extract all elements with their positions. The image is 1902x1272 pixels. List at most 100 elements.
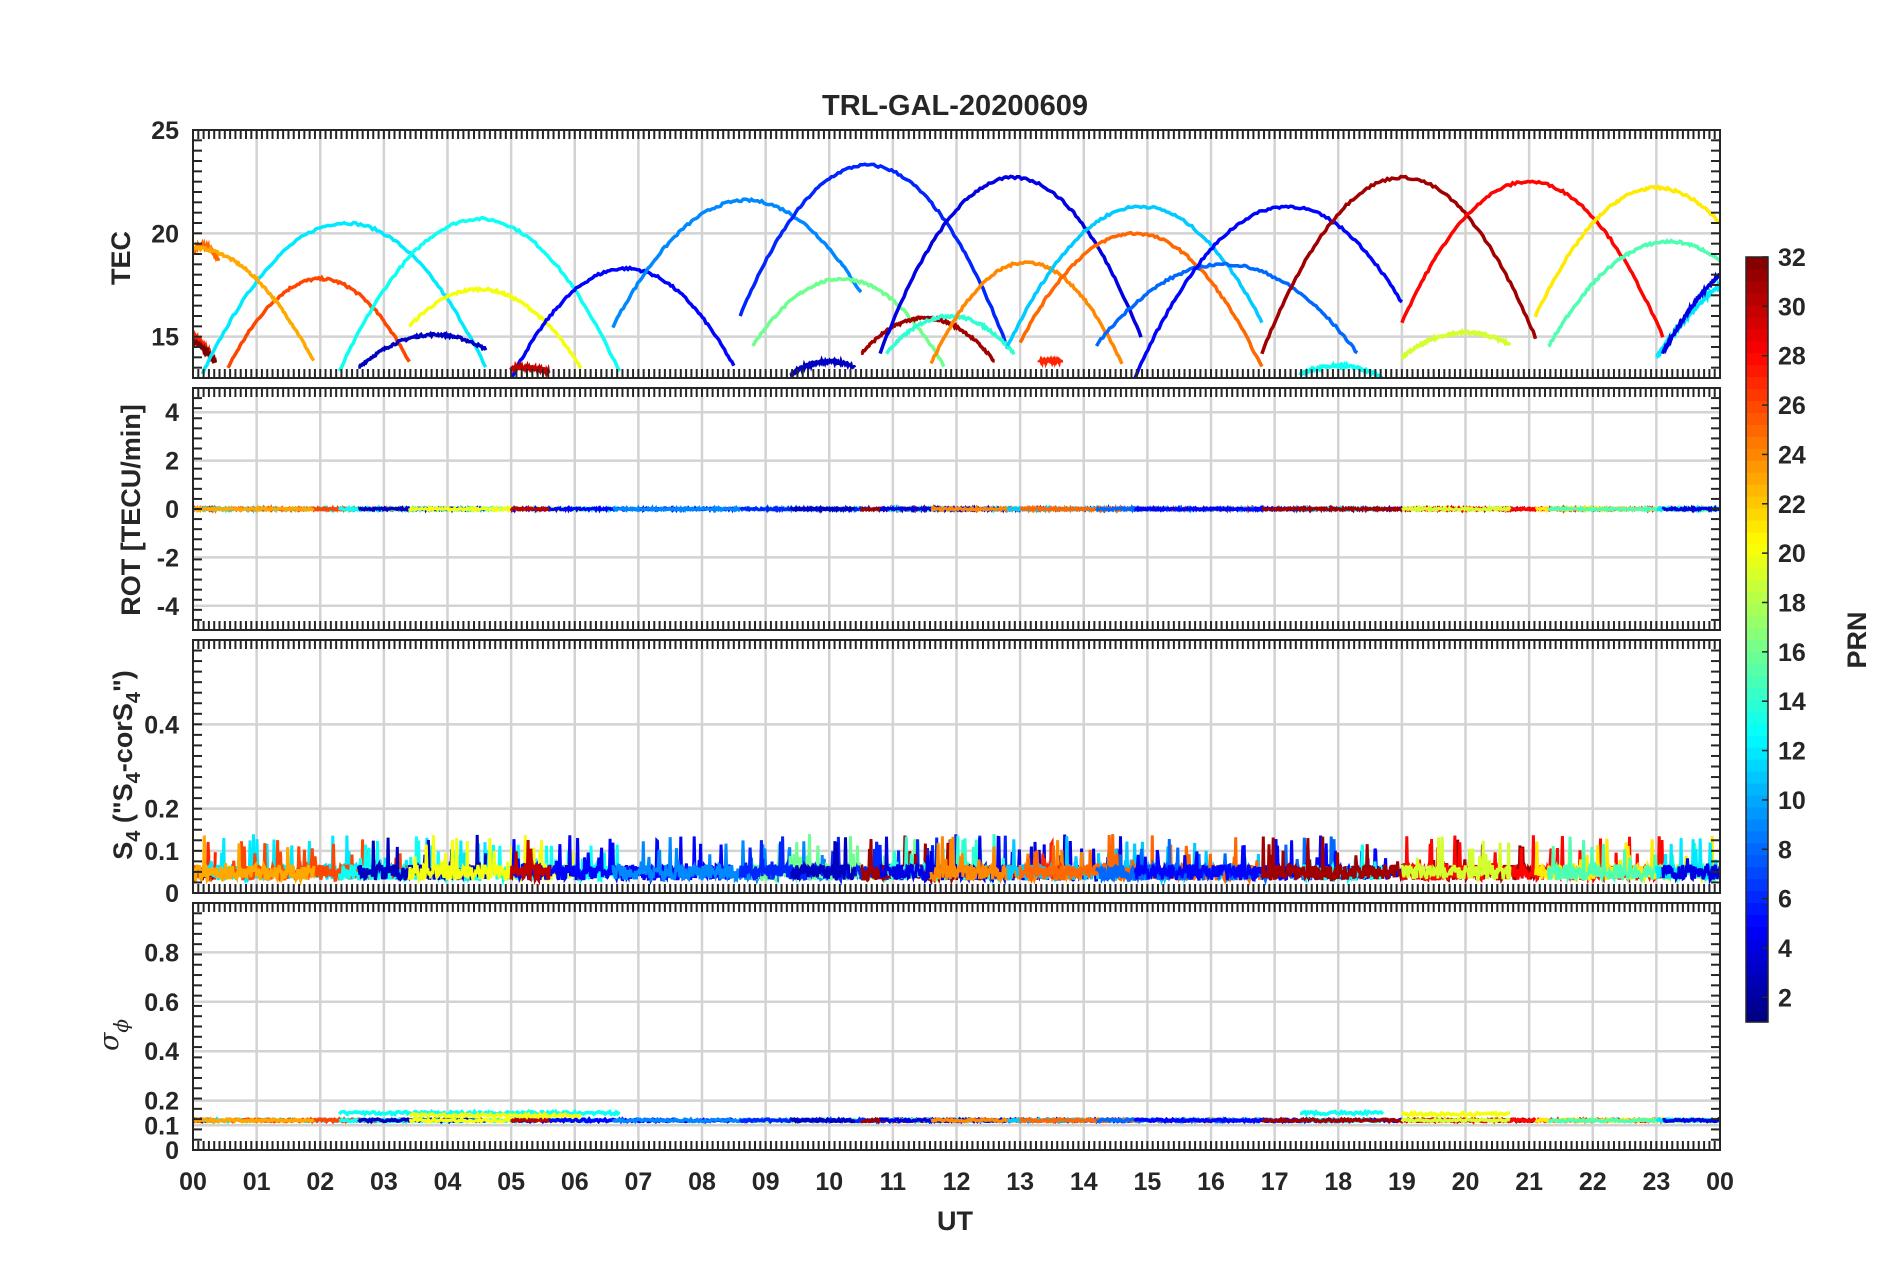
x-tick-label: 14	[1070, 1168, 1098, 1196]
s4-series-prn-4	[1661, 858, 1720, 885]
tec-arc-prn-28	[1400, 179, 1665, 338]
x-tick-label: 22	[1579, 1168, 1607, 1196]
colorbar-tick-label: 8	[1778, 836, 1792, 864]
tec-arc-prn-13	[337, 215, 621, 372]
colorbar-segment	[1746, 388, 1768, 402]
panel-sigma-phi: 00.10.2 0.4 0.6 0.8	[144, 902, 1721, 1165]
series-tec	[193, 162, 1720, 378]
colorbar-segment	[1746, 424, 1768, 437]
panel-s4: 0 0.1 0.2 0.4	[144, 639, 1721, 908]
x-axis-tick-labels: 00 01 02 03 04 05 06 07 08 09 10 11 12 13 14 15 16 17 18 19…	[179, 1168, 1734, 1196]
colorbar-segment	[1746, 663, 1768, 676]
colorbar-segment	[1746, 1010, 1768, 1023]
colorbar-segment	[1746, 519, 1768, 533]
tec-arc-prn-23	[193, 244, 316, 362]
colorbar-segment	[1746, 902, 1768, 916]
s4-series-prn-23	[193, 835, 316, 887]
colorbar-tick-label: 20	[1778, 540, 1806, 568]
axis-ticks-sigma_phi	[192, 902, 1721, 1151]
colorbar-segment	[1746, 591, 1768, 605]
colorbar-segment	[1746, 723, 1768, 736]
y-axis-label-tec: TEC	[106, 231, 136, 285]
x-tick-label: 00	[179, 1168, 207, 1196]
tec-arc-prn-25	[1018, 230, 1264, 368]
axes-frame-sigma_phi	[192, 902, 1721, 1151]
panel-tec: 15 20 25	[151, 117, 1721, 379]
tec-arc-prn-27	[1037, 355, 1064, 369]
x-tick-label: 01	[243, 1168, 271, 1196]
colorbar-segment	[1746, 735, 1768, 748]
colorbar-segment	[1746, 878, 1768, 892]
tec-arc-prn-5	[509, 265, 736, 378]
colorbar-segment	[1746, 280, 1768, 294]
colorbar-tick-label: 24	[1778, 441, 1806, 469]
x-tick-label: 18	[1324, 1168, 1352, 1196]
tec-arc-prn-4	[1661, 271, 1720, 355]
tec-arc-prn-3	[357, 330, 488, 369]
colorbar-tick-label: 16	[1778, 639, 1806, 667]
colorbar-segment	[1746, 926, 1768, 939]
colorbar-segment	[1746, 484, 1768, 497]
chart-title: TRL-GAL-20200609	[822, 90, 1088, 122]
rot-series-prn-3	[789, 504, 856, 515]
tec-arc-prn-30	[509, 360, 551, 378]
y-tick-label-rot: -2	[157, 544, 179, 572]
colorbar-segment	[1746, 675, 1768, 688]
x-tick-label: 11	[880, 1168, 907, 1196]
x-tick-label: 13	[1006, 1168, 1034, 1196]
colorbar-segment	[1746, 352, 1768, 366]
colorbar-segment	[1746, 316, 1768, 330]
sigma-elevated-prn-13	[337, 1108, 621, 1118]
sigma-series-prn-3	[789, 1116, 856, 1124]
y-tick-label-sigma_phi: 0.4	[144, 1038, 179, 1066]
colorbar-label: PRN	[1842, 611, 1872, 668]
axes-frame-rot	[192, 387, 1721, 631]
colorbar-segment	[1746, 950, 1768, 963]
colorbar-segment	[1746, 998, 1768, 1011]
x-tick-label: 08	[688, 1168, 716, 1196]
colorbar-segment	[1746, 711, 1768, 724]
x-tick-label: 21	[1515, 1168, 1543, 1196]
x-tick-label: 20	[1452, 1168, 1480, 1196]
tec-arc-prn-6	[738, 162, 1010, 349]
colorbar-segment	[1746, 866, 1768, 880]
y-tick-label-rot: 0	[165, 496, 179, 524]
tec-arc-prn-19	[1400, 327, 1512, 361]
s4-series-prn-3	[790, 837, 857, 881]
axis-ticks-rot	[192, 387, 1721, 631]
tec-arc-prn-3	[789, 355, 857, 378]
tec-arc-prn-9	[611, 197, 863, 329]
colorbar-segment	[1746, 364, 1768, 378]
sigma-elevated-prn-13	[1299, 1108, 1385, 1118]
colorbar-segment	[1746, 962, 1768, 975]
colorbar-tick-label: 14	[1778, 688, 1806, 716]
tec-arc-prn-31	[860, 315, 995, 363]
colorbar-tick-label: 32	[1778, 244, 1806, 272]
y-tick-label-s4: 0.1	[144, 838, 179, 866]
x-tick-label: 23	[1642, 1168, 1670, 1196]
x-tick-label: 02	[306, 1168, 334, 1196]
y-tick-label-tec: 15	[151, 324, 179, 352]
y-axis-label-rot: ROT [TECU/min]	[116, 404, 146, 615]
colorbar-segment	[1746, 555, 1768, 569]
colorbar-segment	[1746, 412, 1768, 425]
rot-series-prn-23	[193, 504, 315, 514]
rot-series-prn-4	[1661, 504, 1720, 514]
sigma-series-prn-19	[1400, 1116, 1511, 1124]
colorbar-segment	[1746, 496, 1768, 509]
tec-arc-prn-11	[1005, 204, 1264, 347]
sigma-series-prn-30	[510, 1117, 550, 1124]
axes-frame-tec	[192, 129, 1721, 379]
colorbar-tick-label: 18	[1778, 589, 1806, 617]
colorbar-segment	[1746, 914, 1768, 927]
s4-series-prn-30	[509, 839, 551, 886]
x-axis-label: UT	[937, 1206, 973, 1236]
axis-ticks-tec	[192, 129, 1721, 379]
colorbar-segment	[1746, 770, 1768, 784]
x-tick-label: 00	[1706, 1168, 1734, 1196]
colorbar-segment	[1746, 292, 1768, 306]
colorbar-segment	[1746, 340, 1768, 354]
x-tick-label: 09	[752, 1168, 780, 1196]
colorbar-segment	[1746, 508, 1768, 521]
